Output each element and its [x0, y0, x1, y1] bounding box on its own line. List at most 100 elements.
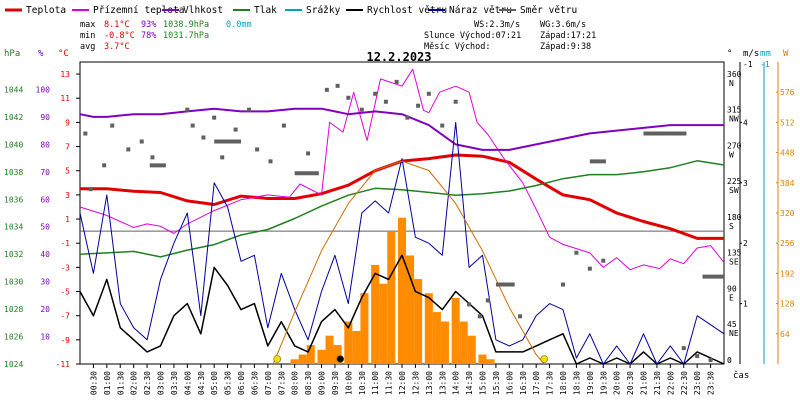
wind-direction-point	[681, 346, 686, 351]
pct-tick-label: 20	[40, 305, 50, 314]
wind-direction-point	[695, 354, 700, 359]
dir-tick-label: 135	[727, 249, 742, 258]
wind-direction-point	[212, 115, 217, 120]
wind-direction-point	[467, 302, 472, 307]
dir-tick-label: 360	[727, 70, 742, 79]
solar-bar	[432, 312, 441, 364]
x-tick-label: 20:00	[613, 371, 622, 395]
axis-ms-top: -1	[743, 60, 753, 69]
solar-bar	[298, 354, 307, 364]
wind-direction-point	[233, 127, 238, 132]
sun-marker	[336, 355, 345, 363]
x-tick-label: 12:00	[398, 371, 407, 395]
x-tick-label: 04:30	[197, 371, 206, 395]
legend-tlak: Tlak	[254, 5, 277, 16]
ms-tick-label: 2	[743, 239, 748, 248]
w-tick-label: 320	[780, 209, 795, 218]
x-tick-label: 14:30	[465, 371, 474, 395]
wind-direction-point	[405, 115, 410, 120]
solar-bar	[360, 293, 369, 364]
series-line-p-zemn-teplota	[79, 68, 725, 271]
x-tick-label: 17:30	[546, 371, 555, 395]
dir-tick-name: E	[729, 293, 734, 302]
hpa-tick-label: 1034	[4, 223, 23, 232]
stats-max-hum: 93%	[141, 20, 156, 30]
temp-tick-label: 5	[65, 167, 70, 176]
dir-tick-name: W	[729, 150, 734, 159]
w-tick-label: 448	[780, 149, 795, 158]
wind-direction-point	[110, 123, 115, 128]
x-tick-label: 03:00	[157, 371, 166, 395]
dir-tick-name: S	[729, 222, 734, 231]
x-tick-label: 21:30	[653, 371, 662, 395]
ms-tick-label: 3	[743, 179, 748, 188]
x-tick-label: 17:00	[532, 371, 541, 395]
x-tick-label: 20:30	[626, 371, 635, 395]
x-tick-label: 01:30	[116, 371, 125, 395]
dir-tick-label: 45	[727, 320, 737, 329]
pct-tick-label: 40	[40, 250, 50, 259]
stats-max-temp: 8.1°C	[104, 20, 130, 30]
x-axis-unit: čas	[733, 370, 749, 381]
hpa-tick-label: 1036	[4, 195, 23, 204]
x-tick-label: 09:30	[331, 371, 340, 395]
wind-direction-point	[83, 131, 88, 136]
x-tick-label: 03:30	[170, 371, 179, 395]
x-tick-label: 07:30	[277, 371, 286, 395]
w-tick-label: 128	[780, 300, 795, 309]
wind-direction-point	[416, 103, 421, 108]
w-tick-label: 576	[780, 88, 795, 97]
x-tick-label: 08:00	[291, 371, 300, 395]
solar-bar	[459, 321, 468, 364]
legend-vlhkost: Vlhkost	[183, 5, 223, 16]
temp-tick-label: 1	[65, 215, 70, 224]
temp-tick-label: -5	[60, 288, 70, 297]
stats-max-label: max	[80, 20, 95, 30]
ms-tick-label: 1	[743, 300, 748, 309]
sun-marker	[540, 355, 549, 363]
pct-tick-label: 60	[40, 195, 50, 204]
x-tick-label: 11:30	[385, 371, 394, 395]
stats-sun-set: Západ:17:21	[540, 31, 596, 41]
pct-tick-label: 30	[40, 278, 50, 287]
temp-tick-label: -7	[60, 312, 70, 321]
wind-direction-point	[220, 155, 225, 160]
wind-direction-point	[346, 95, 351, 100]
left-axes: 1044104210401038103610341032103010281026…	[4, 70, 80, 369]
ms-tick-label: 4	[743, 118, 748, 127]
x-tick-label: 07:00	[264, 371, 273, 395]
wind-direction-point	[190, 123, 195, 128]
stats-min-temp: -0.8°C	[104, 31, 135, 41]
x-tick-label: 18:00	[559, 371, 568, 395]
wind-direction-point	[102, 163, 107, 168]
axis-unit-hpa: hPa	[4, 49, 20, 59]
wind-direction-point	[485, 298, 490, 303]
hpa-tick-label: 1038	[4, 168, 23, 177]
hpa-tick-label: 1042	[4, 113, 23, 122]
wind-direction-point	[708, 358, 713, 363]
pct-tick-label: 50	[40, 223, 50, 232]
sun-marker	[273, 355, 282, 363]
x-tick-label: 10:30	[358, 371, 367, 395]
pct-tick-label: 100	[36, 85, 51, 94]
wind-direction-point	[394, 79, 399, 84]
x-tick-label: 18:30	[572, 371, 581, 395]
dir-tick-label: 225	[727, 177, 742, 186]
solar-bar	[333, 345, 342, 364]
x-tick-label: 16:00	[505, 371, 514, 395]
wind-direction-point	[126, 147, 131, 152]
legend-teplota: Teplota	[26, 5, 66, 16]
solar-bar	[352, 330, 361, 364]
axis-mm-top: -1	[760, 60, 770, 69]
stats: max 8.1°C 93% 1038.9hPa 0.0mm min -0.8°C…	[80, 20, 596, 52]
wind-direction-point	[587, 266, 592, 271]
x-tick-label: 22:00	[666, 371, 675, 395]
pct-tick-label: 10	[40, 333, 50, 342]
solar-bar	[344, 321, 353, 364]
x-tick-label: 15:00	[479, 371, 488, 395]
solar-bar	[406, 255, 415, 364]
stats-max-press: 1038.9hPa	[163, 20, 209, 30]
wind-direction-point	[88, 187, 93, 192]
hpa-tick-label: 1026	[4, 333, 23, 342]
wind-direction-point	[201, 135, 206, 140]
